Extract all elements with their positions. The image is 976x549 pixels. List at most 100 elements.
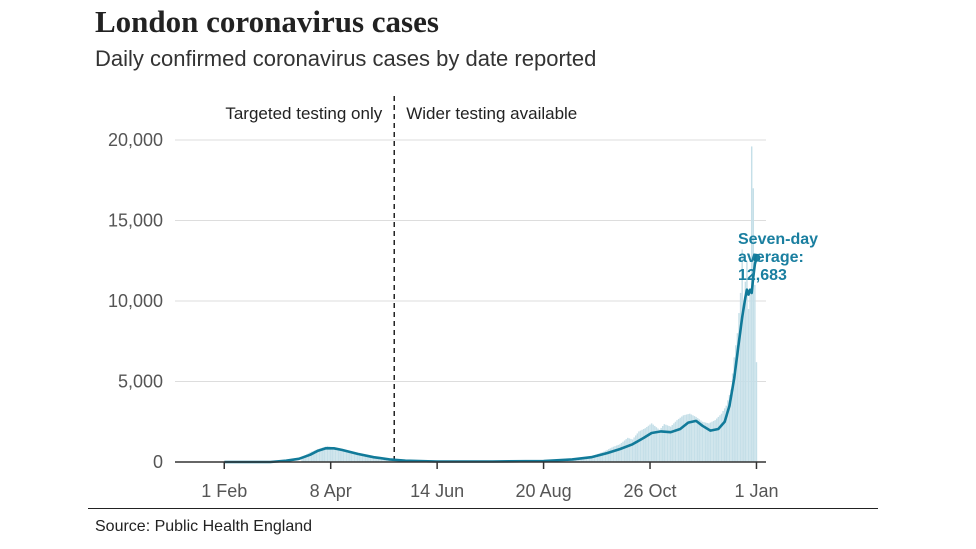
daily-bar <box>317 449 319 462</box>
daily-bar <box>701 421 704 462</box>
daily-bar <box>754 284 756 462</box>
seven-day-average-line <box>224 257 758 464</box>
phase-label-wider: Wider testing available <box>406 104 577 123</box>
daily-bar <box>323 446 326 462</box>
daily-bar <box>379 457 381 462</box>
x-tick-label: 26 Oct <box>624 481 677 501</box>
daily-bar <box>320 448 322 462</box>
daily-bar <box>741 249 743 462</box>
daily-bar <box>622 441 624 462</box>
daily-bar <box>360 454 362 462</box>
daily-bar <box>355 453 357 462</box>
daily-bar <box>593 455 596 462</box>
daily-bar <box>600 452 602 462</box>
daily-bar <box>339 449 341 462</box>
daily-bar <box>585 457 588 462</box>
daily-bar <box>301 457 303 462</box>
daily-bar <box>372 456 375 462</box>
daily-bar <box>681 416 683 462</box>
daily-bar <box>314 450 316 462</box>
daily-bar <box>746 260 748 462</box>
daily-bar <box>609 448 612 462</box>
daily-bar <box>306 454 308 462</box>
daily-bar <box>620 443 623 462</box>
daily-bar <box>377 457 380 462</box>
daily-bar <box>328 446 330 462</box>
x-tick-label: 1 Jan <box>734 481 778 501</box>
daily-bar <box>717 416 720 462</box>
daily-bar <box>352 453 354 462</box>
daily-bar <box>369 456 372 462</box>
daily-bar <box>331 447 333 462</box>
daily-bar <box>716 418 718 462</box>
x-tick-label: 14 Jun <box>410 481 464 501</box>
daily-bar <box>614 446 616 462</box>
daily-bar <box>728 394 731 462</box>
daily-bar <box>356 454 359 462</box>
daily-bar <box>723 408 726 462</box>
daily-bar <box>588 456 591 462</box>
daily-bar <box>722 411 724 462</box>
daily-bars <box>301 146 758 463</box>
source-note: Source: Public Health England <box>95 518 313 535</box>
daily-bar <box>652 424 654 462</box>
daily-bar <box>635 435 637 462</box>
daily-bar <box>747 309 750 462</box>
daily-bar <box>341 449 343 462</box>
annotation-text: 12,683 <box>738 267 787 284</box>
daily-bar <box>334 447 337 462</box>
daily-bar <box>693 416 696 462</box>
daily-bar <box>674 421 677 462</box>
daily-bar <box>752 188 755 463</box>
daily-bar <box>611 447 613 462</box>
daily-bar <box>720 413 723 462</box>
daily-bar <box>749 292 751 462</box>
daily-bar <box>647 425 650 462</box>
daily-bar <box>687 414 689 462</box>
daily-bar <box>345 451 348 462</box>
daily-bar <box>333 447 335 462</box>
daily-bar <box>595 454 597 462</box>
daily-bar <box>342 450 345 462</box>
daily-bar <box>641 429 643 462</box>
daily-bar <box>612 446 615 462</box>
daily-bar <box>730 389 732 462</box>
chart-labels: 0 5,000 10,000 15,000 20,000 Targeted testing… <box>108 104 818 501</box>
daily-bar <box>677 418 680 462</box>
daily-bar <box>665 424 667 462</box>
daily-bar <box>666 425 669 462</box>
daily-bar <box>646 426 648 462</box>
daily-bar <box>382 458 384 462</box>
daily-bar <box>725 405 727 462</box>
daily-bar <box>592 455 594 462</box>
daily-bar <box>628 438 631 462</box>
daily-bar <box>736 333 739 462</box>
daily-bar <box>304 455 306 462</box>
daily-bar <box>383 458 386 462</box>
daily-bar <box>689 413 691 462</box>
daily-bar <box>368 456 370 462</box>
daily-bar <box>695 416 697 462</box>
daily-bar <box>608 449 610 462</box>
y-tick-label: 20,000 <box>108 130 163 150</box>
daily-bar <box>658 429 661 462</box>
average-line-group <box>224 253 761 464</box>
daily-bar <box>679 417 681 462</box>
daily-bar <box>363 455 365 462</box>
daily-bar <box>385 458 388 462</box>
daily-bar <box>337 448 340 462</box>
daily-bar <box>719 415 721 462</box>
daily-bar <box>329 446 332 462</box>
daily-bar <box>601 452 604 462</box>
daily-bar <box>366 456 368 462</box>
daily-bar <box>584 457 586 462</box>
daily-bar <box>325 446 327 462</box>
daily-bar <box>615 445 618 462</box>
daily-bar <box>750 146 753 462</box>
daily-bar <box>371 456 373 462</box>
daily-bar <box>684 414 686 462</box>
chart-title: London coronavirus cases <box>95 4 439 39</box>
y-tick-label: 0 <box>153 452 163 472</box>
y-tick-label: 15,000 <box>108 211 163 231</box>
daily-bar <box>744 281 747 462</box>
